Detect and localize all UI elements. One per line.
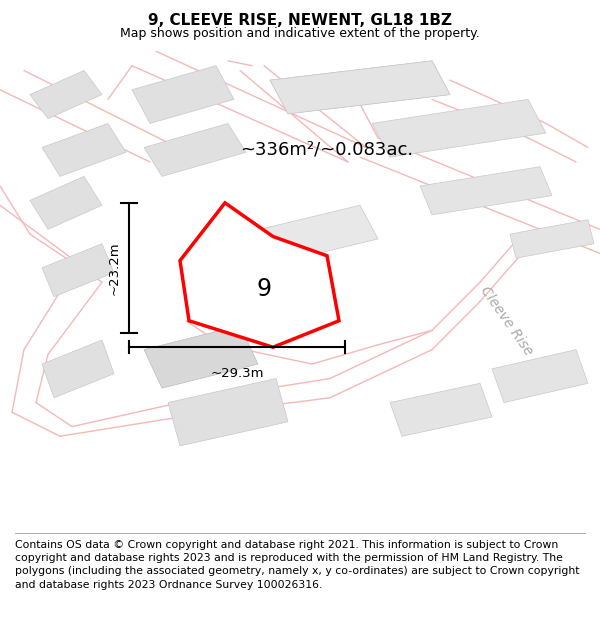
Polygon shape xyxy=(180,203,339,348)
Polygon shape xyxy=(30,71,102,119)
Polygon shape xyxy=(30,176,102,229)
Polygon shape xyxy=(42,124,126,176)
Text: ~23.2m: ~23.2m xyxy=(107,241,121,294)
Text: Contains OS data © Crown copyright and database right 2021. This information is : Contains OS data © Crown copyright and d… xyxy=(15,540,580,589)
Polygon shape xyxy=(492,349,588,403)
Polygon shape xyxy=(420,167,552,215)
Text: ~336m²/~0.083ac.: ~336m²/~0.083ac. xyxy=(240,141,413,159)
Polygon shape xyxy=(168,379,288,446)
Polygon shape xyxy=(270,61,450,114)
Polygon shape xyxy=(42,244,114,297)
Polygon shape xyxy=(42,340,114,398)
Text: 9, CLEEVE RISE, NEWENT, GL18 1BZ: 9, CLEEVE RISE, NEWENT, GL18 1BZ xyxy=(148,12,452,28)
Polygon shape xyxy=(372,99,546,157)
Polygon shape xyxy=(510,219,594,258)
Polygon shape xyxy=(132,66,234,124)
Polygon shape xyxy=(144,124,246,176)
Text: 9: 9 xyxy=(257,278,271,301)
Polygon shape xyxy=(390,383,492,436)
Text: ~29.3m: ~29.3m xyxy=(210,368,264,381)
Polygon shape xyxy=(240,205,378,268)
Polygon shape xyxy=(270,61,450,114)
Text: Map shows position and indicative extent of the property.: Map shows position and indicative extent… xyxy=(120,27,480,40)
Polygon shape xyxy=(144,326,258,388)
Text: Cleeve Rise: Cleeve Rise xyxy=(478,284,536,358)
